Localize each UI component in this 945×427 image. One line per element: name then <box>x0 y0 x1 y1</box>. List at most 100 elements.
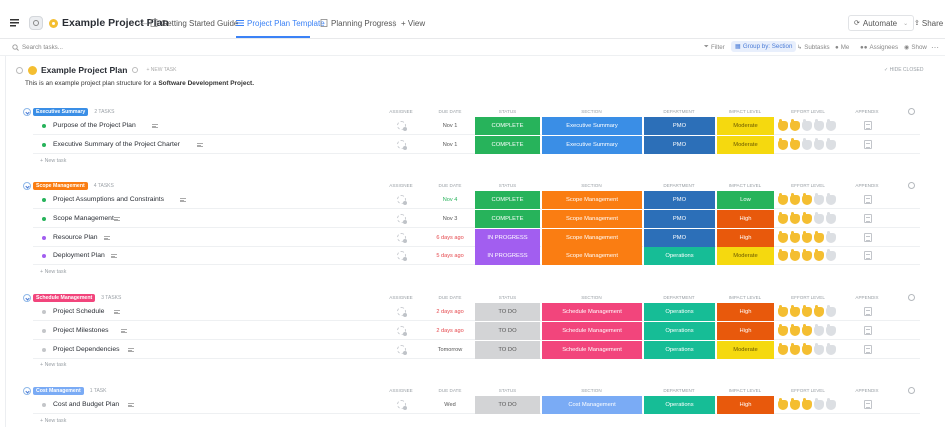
status-cell[interactable]: COMPLETE <box>475 117 540 135</box>
effort-hand-icon[interactable] <box>802 211 812 224</box>
section-cell[interactable]: Schedule Management <box>541 340 642 359</box>
effort-hand-icon[interactable] <box>790 193 800 205</box>
add-view-button[interactable]: + View <box>401 18 426 28</box>
task-row[interactable]: Executive Summary of the Project Charter… <box>33 135 920 154</box>
status-cell[interactable]: COMPLETE <box>475 191 540 209</box>
tab-project-plan-template[interactable]: Project Plan Template <box>236 8 325 38</box>
task-name[interactable]: Project Schedule <box>53 308 105 315</box>
new-task-button[interactable]: + New task <box>40 269 67 276</box>
filter-button[interactable]: ⏷ Filter <box>704 39 725 55</box>
effort-hand-icon[interactable] <box>802 323 812 336</box>
task-row[interactable]: Project Assumptions and Constraints Nov 4… <box>33 191 920 209</box>
attachment-icon[interactable] <box>864 344 872 354</box>
department-cell[interactable]: PMO <box>643 135 715 154</box>
column-header-effort[interactable]: EFFORT LEVEL <box>791 109 825 114</box>
effort-hand-icon[interactable] <box>814 211 824 224</box>
more-icon[interactable]: ⋯ <box>931 42 939 52</box>
due-date[interactable]: 2 days ago <box>436 327 464 334</box>
section-cell[interactable]: Cost Management <box>541 396 642 414</box>
department-cell[interactable]: PMO <box>643 191 715 209</box>
impact-cell[interactable]: Moderate <box>716 247 774 266</box>
attachment-icon[interactable] <box>864 325 872 335</box>
effort-hand-icon[interactable] <box>814 230 824 243</box>
effort-hand-icon[interactable] <box>790 119 800 131</box>
effort-hand-icon[interactable] <box>814 323 824 336</box>
effort-hand-icon[interactable] <box>802 119 812 131</box>
due-date[interactable]: 5 days ago <box>436 253 464 260</box>
column-header-impact[interactable]: IMPACT LEVEL <box>728 295 762 300</box>
due-date[interactable]: Nov 3 <box>442 215 458 222</box>
column-header-assignee[interactable]: ASSIGNEE <box>389 295 413 300</box>
effort-rating[interactable] <box>778 193 836 205</box>
column-header-impact[interactable]: IMPACT LEVEL <box>728 388 762 393</box>
show-button[interactable]: ◉ Show <box>904 39 927 55</box>
effort-hand-icon[interactable] <box>790 230 800 243</box>
effort-hand-icon[interactable] <box>790 249 800 262</box>
column-header-impact[interactable]: IMPACT LEVEL <box>728 183 762 188</box>
effort-rating[interactable] <box>778 323 836 336</box>
effort-hand-icon[interactable] <box>790 342 800 355</box>
effort-hand-icon[interactable] <box>814 305 824 317</box>
column-header-due_date[interactable]: DUE DATE <box>438 295 462 300</box>
status-cell[interactable]: COMPLETE <box>475 135 540 154</box>
impact-cell[interactable]: High <box>716 303 774 321</box>
assignee-avatar[interactable] <box>397 232 407 243</box>
tab-planning-progress[interactable]: Planning Progress <box>320 8 396 38</box>
column-header-section[interactable]: SECTION <box>581 183 602 188</box>
impact-cell[interactable]: High <box>716 396 774 414</box>
automate-button[interactable]: ⟳ Automate ⌄ <box>848 15 915 31</box>
column-header-department[interactable]: DEPARTMENT <box>663 109 695 114</box>
assignee-avatar[interactable] <box>397 344 407 355</box>
tab-getting-started[interactable]: Getting Started Guide <box>150 8 238 38</box>
effort-hand-icon[interactable] <box>814 249 824 262</box>
assignees-button[interactable]: ●● Assignees <box>860 39 898 55</box>
task-row[interactable]: Cost and Budget Plan Wed TO DO Cost Managem… <box>33 396 920 414</box>
assignee-avatar[interactable] <box>397 325 407 336</box>
task-name[interactable]: Project Assumptions and Constraints <box>53 196 165 203</box>
department-cell[interactable]: Operations <box>643 321 715 340</box>
column-header-due_date[interactable]: DUE DATE <box>438 388 462 393</box>
effort-hand-icon[interactable] <box>802 305 812 317</box>
task-name[interactable]: Resource Plan <box>53 233 98 241</box>
department-cell[interactable]: PMO <box>643 117 715 135</box>
department-cell[interactable]: Operations <box>643 340 715 359</box>
new-task-button[interactable]: + New task <box>40 362 67 369</box>
effort-hand-icon[interactable] <box>826 305 836 317</box>
effort-hand-icon[interactable] <box>790 398 800 410</box>
column-header-appendix[interactable]: APPENDIX <box>855 109 879 114</box>
section-pill[interactable]: Cost Management <box>33 387 84 395</box>
column-header-effort[interactable]: EFFORT LEVEL <box>791 183 825 188</box>
assignee-avatar[interactable] <box>397 195 407 205</box>
column-header-appendix[interactable]: APPENDIX <box>855 183 879 188</box>
section-cell[interactable]: Scope Management <box>541 228 642 247</box>
attachment-icon[interactable] <box>864 251 872 261</box>
column-header-effort[interactable]: EFFORT LEVEL <box>791 295 825 300</box>
task-row[interactable]: Project Dependencies Tomorrow TO DO Schedul… <box>33 340 920 359</box>
attachment-icon[interactable] <box>864 307 872 316</box>
column-settings-icon[interactable] <box>908 294 915 301</box>
effort-hand-icon[interactable] <box>802 137 812 150</box>
effort-hand-icon[interactable] <box>778 137 788 150</box>
column-header-status[interactable]: STATUS <box>498 295 517 300</box>
effort-rating[interactable] <box>778 342 836 355</box>
effort-rating[interactable] <box>778 249 836 262</box>
department-cell[interactable]: Operations <box>643 247 715 266</box>
task-name[interactable]: Cost and Budget Plan <box>53 401 120 408</box>
column-header-section[interactable]: SECTION <box>581 109 602 114</box>
impact-cell[interactable]: Moderate <box>716 135 774 154</box>
section-pill[interactable]: Scope Management <box>33 182 88 190</box>
department-cell[interactable]: PMO <box>643 209 715 228</box>
status-cell[interactable]: TO DO <box>475 340 540 359</box>
status-cell[interactable]: IN PROGRESS <box>475 228 540 247</box>
project-title[interactable]: Example Project Plan <box>62 17 169 29</box>
due-date[interactable]: Wed <box>444 402 456 408</box>
assignee-avatar[interactable] <box>397 307 407 317</box>
new-task-button[interactable]: + New task <box>40 417 67 424</box>
column-settings-icon[interactable] <box>908 387 915 394</box>
due-date[interactable]: Tomorrow <box>437 346 463 353</box>
effort-hand-icon[interactable] <box>814 398 824 410</box>
effort-hand-icon[interactable] <box>826 398 836 410</box>
column-header-effort[interactable]: EFFORT LEVEL <box>791 388 825 393</box>
attachment-icon[interactable] <box>864 400 872 409</box>
status-cell[interactable]: IN PROGRESS <box>475 247 540 266</box>
